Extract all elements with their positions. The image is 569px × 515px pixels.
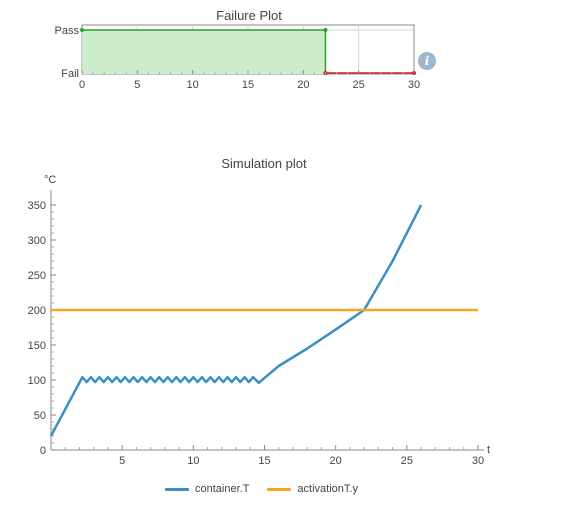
legend-swatch-activation-t-y	[267, 487, 292, 491]
y-tick-label: 250	[28, 270, 46, 282]
pass-start-point	[80, 28, 84, 32]
y-tick-label: 150	[28, 340, 46, 352]
failure-x-tick-label: 10	[187, 79, 199, 91]
x-tick-label: 25	[401, 455, 413, 467]
y-tick-label: 50	[34, 410, 46, 422]
x-tick-label: 15	[258, 455, 270, 467]
failure-plot-title: Failure Plot	[216, 8, 282, 23]
simulation-plot-lines	[49, 204, 478, 437]
failure-x-tick-label: 15	[242, 79, 254, 91]
x-axis-label: t	[487, 444, 490, 456]
failure-plot: Failure Plot 0 5 10 15 20 25 30 Fail Pass	[55, 8, 421, 91]
x-tick-label: 10	[187, 455, 199, 467]
legend-item-activation-t-y: activationT.y	[267, 483, 358, 495]
failure-x-tick-label: 30	[408, 79, 420, 91]
failure-plot-marks	[80, 28, 416, 75]
series-container-t	[49, 204, 423, 437]
y-tick-label: 100	[28, 375, 46, 387]
legend: container.T activationT.y	[165, 480, 370, 498]
y-tick-label: 200	[28, 305, 46, 317]
y-tick-label: 0	[40, 445, 46, 457]
failure-y-tick-label: Pass	[55, 25, 80, 37]
legend-label-activation-t-y: activationT.y	[297, 483, 358, 495]
legend-swatch-container-t	[165, 487, 189, 491]
failure-x-tick-label: 25	[353, 79, 365, 91]
x-tick-label: 20	[330, 455, 342, 467]
legend-item-container-t: container.T	[165, 483, 249, 495]
failure-y-tick-label: Fail	[61, 68, 79, 80]
legend-label-container-t: container.T	[195, 483, 250, 495]
y-tick-label: 350	[28, 200, 46, 212]
x-tick-label: 30	[472, 455, 484, 467]
info-icon[interactable]: i	[418, 52, 436, 70]
simulation-plot-title: Simulation plot	[221, 156, 307, 171]
y-tick-label: 300	[28, 235, 46, 247]
x-tick-label: 5	[119, 455, 125, 467]
pass-area	[82, 30, 326, 74]
pass-end-point	[323, 28, 328, 32]
failure-x-tick-label: 0	[79, 79, 85, 91]
y-axis-label: °C	[44, 174, 56, 186]
simulation-plot-axes: 0 50 100 150 200 250 300 350 5 10 15 20 25 30	[28, 190, 484, 467]
failure-plot-axes: 0 5 10 15 20 25 30 Fail Pass	[55, 25, 421, 91]
failure-x-tick-label: 5	[134, 79, 140, 91]
failure-x-tick-label: 20	[297, 79, 309, 91]
simulation-plot: Simulation plot °C t 0 50 100 150 200 250 300 3…	[28, 156, 490, 467]
